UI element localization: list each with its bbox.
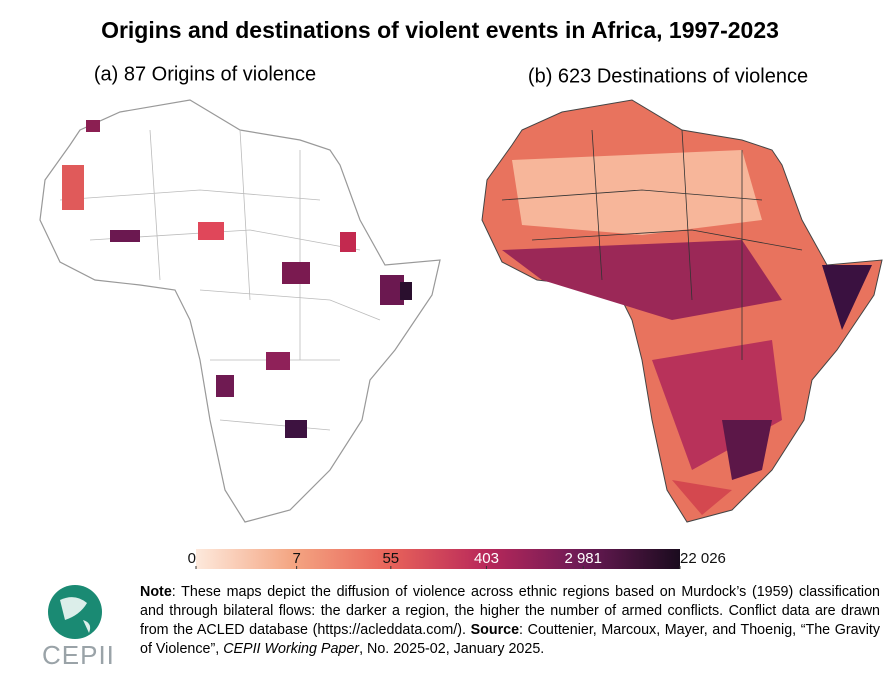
colorbar-tick-label: 22 026: [680, 550, 726, 567]
panel-title: (a) 87 Origins of violence: [94, 63, 316, 85]
source-publication: CEPII Working Paper: [223, 641, 360, 657]
map-origins: [39, 99, 441, 523]
colorbar-tick-label: 55: [382, 550, 399, 567]
title: Origins and destinations of violent even…: [101, 17, 779, 43]
source-label: Source: [470, 622, 520, 638]
logo-text: CEPII: [42, 640, 115, 670]
note-text: : These maps depict the diffusion of vio…: [140, 584, 880, 638]
colorbar-tick-label: 403: [474, 550, 499, 567]
colorbar-tick-label: 0: [188, 550, 196, 567]
colorbar: [196, 549, 680, 569]
source-details: , No. 2025-02, January 2025.: [359, 641, 545, 657]
colorbar-tick-label: 7: [292, 550, 300, 567]
note-label: Note: [140, 584, 172, 600]
colorbar-tick-label: 2 981: [564, 550, 602, 567]
source-text: : Couttenier, Marcoux, Mayer, and Thoeni…: [140, 622, 881, 657]
figure: Origins and destinations of violent even…: [39, 17, 883, 569]
logo: [48, 585, 102, 639]
panel-title: (b) 623 Destinations of violence: [528, 65, 808, 87]
note: Note: These maps depict the diffusion of…: [140, 583, 880, 659]
map-destinations: [481, 99, 883, 523]
